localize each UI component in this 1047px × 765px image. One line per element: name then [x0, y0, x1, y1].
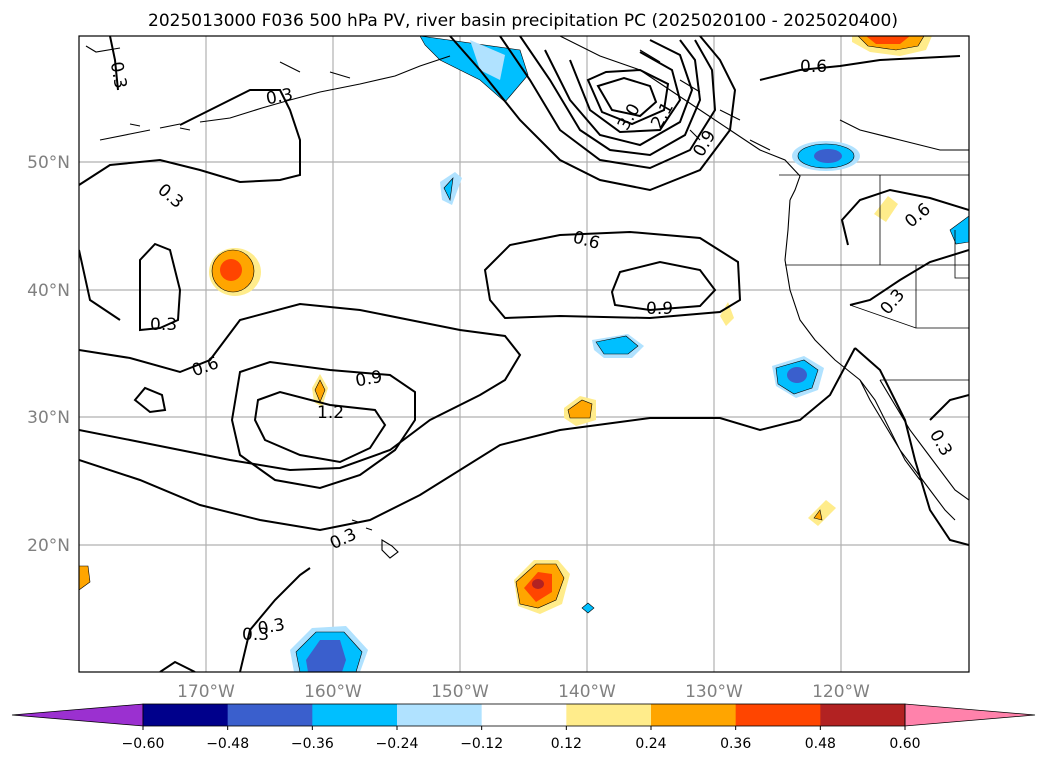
colorbar-tick-label: −0.60 [122, 736, 165, 752]
colorbar-segment [397, 704, 483, 726]
lon-tick-label: 160°W [304, 682, 362, 702]
lon-tick-labels: 170°W 160°W 150°W 140°W 130°W 120°W [177, 682, 870, 702]
precip-blobs [79, 36, 969, 672]
colorbar-tick-label: 0.36 [720, 736, 751, 752]
colorbar-segment [820, 704, 906, 726]
colorbar-tick-label: −0.36 [291, 736, 334, 752]
colorbar-segment [735, 704, 821, 726]
lat-tick-label: 40°N [27, 281, 70, 301]
contour-label: 0.9 [354, 367, 384, 391]
map-title: 2025013000 F036 500 hPa PV, river basin … [148, 11, 898, 31]
contour-label: 1.2 [317, 403, 344, 423]
contour-label: 0.6 [800, 57, 827, 77]
lon-tick-label: 140°W [558, 682, 616, 702]
colorbar: −0.60 −0.48 −0.36 −0.24 −0.12 0.12 0.24 0.36 0.4… [11, 703, 1036, 752]
pv-contours [79, 36, 969, 672]
contour-label: 0.3 [242, 625, 269, 645]
contour-label: 0.9 [646, 299, 673, 319]
colorbar-tick-label: −0.12 [460, 736, 503, 752]
colorbar-tick-label: 0.24 [635, 736, 666, 752]
lon-tick-label: 130°W [685, 682, 743, 702]
colorbar-segment [481, 704, 567, 726]
colorbar-tick-label: −0.48 [206, 736, 249, 752]
colorbar-tick-label: 0.12 [551, 736, 582, 752]
colorbar-frame [142, 703, 906, 727]
lat-tick-label: 50°N [27, 153, 70, 173]
lon-tick-label: 120°W [812, 682, 870, 702]
colorbar-segment [143, 704, 229, 726]
colorbar-segment [566, 704, 652, 726]
political-borders [779, 174, 969, 381]
colorbar-segment [312, 704, 398, 726]
contour-label: 0.3 [150, 315, 177, 335]
lat-tick-label: 30°N [27, 408, 70, 428]
colorbar-tick-label: −0.24 [376, 736, 419, 752]
lon-tick-label: 150°W [431, 682, 489, 702]
colorbar-tick-label: 0.48 [805, 736, 836, 752]
contour-label: 0.3 [256, 615, 286, 639]
map-frame [78, 35, 970, 673]
colorbar-extend-low [11, 703, 144, 727]
lon-tick-label: 170°W [177, 682, 235, 702]
contour-label: 0.3 [106, 60, 130, 90]
lat-tick-label: 20°N [27, 536, 70, 556]
colorbar-segment [651, 704, 737, 726]
lat-tick-labels: 50°N 40°N 30°N 20°N [27, 153, 70, 556]
colorbar-extend-high [904, 703, 1036, 727]
colorbar-segment [227, 704, 313, 726]
contour-label: 0.3 [264, 85, 294, 109]
colorbar-tick-label: 0.60 [889, 736, 920, 752]
